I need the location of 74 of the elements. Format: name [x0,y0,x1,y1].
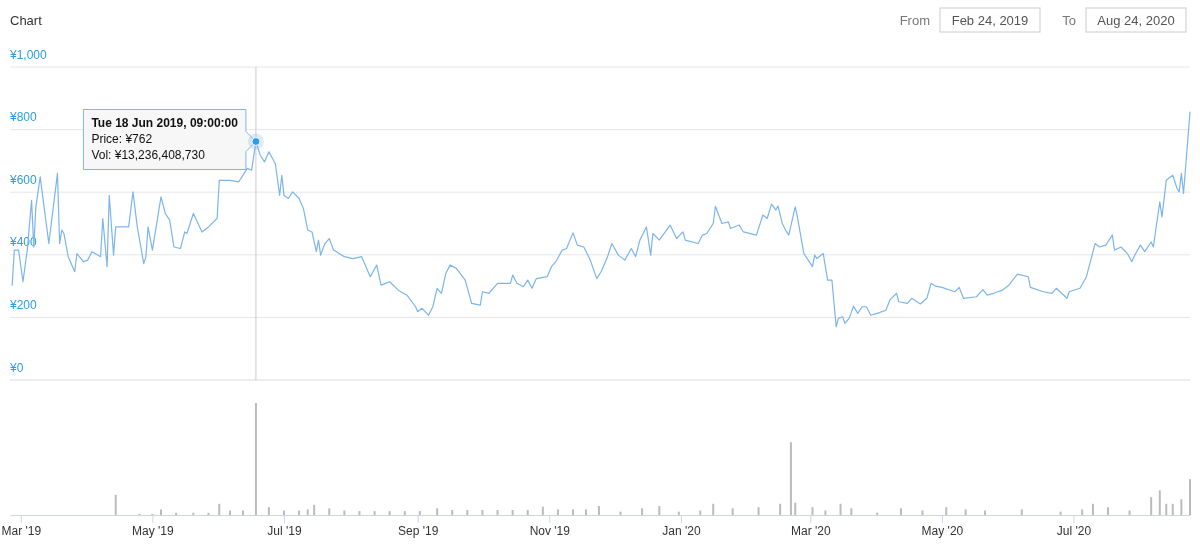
bar [328,508,331,515]
bar [584,509,587,515]
bar [1091,503,1094,515]
bar [254,403,257,515]
bar [839,503,842,515]
bar [1180,499,1183,515]
bar [388,511,391,515]
y-tick-label: ¥1,000 [9,47,48,62]
bar [1165,503,1168,515]
tooltip: Tue 18 Jun 2019, 09:00:00 Price: ¥762 Vol: ¥13,236,408,730 [82,109,264,170]
bar [731,508,734,515]
bar [267,507,270,515]
bar [1020,509,1023,515]
bar [712,503,715,515]
x-tick-label: May '19 [132,523,175,538]
bar [757,507,760,515]
y-tick-label: ¥800 [9,110,38,125]
bar [358,511,361,515]
x-tick-label: Jul '19 [267,523,302,538]
bar [403,511,406,515]
bar [481,509,484,515]
bar [313,504,316,515]
bar [641,508,644,515]
y-tick-label: ¥200 [9,297,38,312]
bar [511,509,514,515]
bar [451,509,454,515]
x-tick-label: Sep '19 [398,523,439,538]
bar [964,509,967,515]
text: Feb 24, 2019 [951,13,1029,28]
bar [192,512,195,515]
bar [175,512,178,515]
x-tick-label: Jul '20 [1056,523,1092,538]
text: From [899,13,930,28]
bar [114,494,117,515]
bar [794,502,797,515]
bar [658,506,661,515]
annotation: Tue 18 Jun 2019, 09:00:00 Price: ¥762 Vol: ¥13,236,408,730 [91,116,239,163]
bar [496,509,499,515]
bar [436,508,439,515]
x-tick-label: May '20 [921,523,964,538]
x-tick-label: Mar '19 [1,523,42,538]
x-tick-label: Jan '20 [662,523,701,538]
x-tick-label: Mar '20 [791,523,831,538]
text: To [1062,13,1076,28]
bar [811,507,814,515]
bar [779,503,782,515]
bar [160,509,163,515]
bar [556,509,559,515]
bar [572,509,575,515]
bar [418,511,421,515]
bar [207,512,210,515]
bar [1171,503,1174,515]
chart-title: Chart [10,13,43,28]
bar [541,506,544,515]
bar [218,503,221,515]
bar [466,509,469,515]
bar [1107,507,1110,515]
bar [1158,490,1161,515]
bar [373,511,376,515]
bar [597,506,600,515]
bar [1150,497,1153,515]
bar [876,512,879,515]
bar [850,508,853,515]
bar [1081,509,1084,515]
bar [899,508,902,515]
y-tick-label: ¥0 [9,360,24,375]
bar [306,509,309,515]
y-tick-label: ¥600 [9,172,38,187]
text: Aug 24, 2020 [1097,13,1175,28]
bar [1189,479,1191,515]
x-tick-label: Nov '19 [529,523,571,538]
bar [526,509,529,515]
bar [789,442,792,515]
bar [945,507,948,515]
